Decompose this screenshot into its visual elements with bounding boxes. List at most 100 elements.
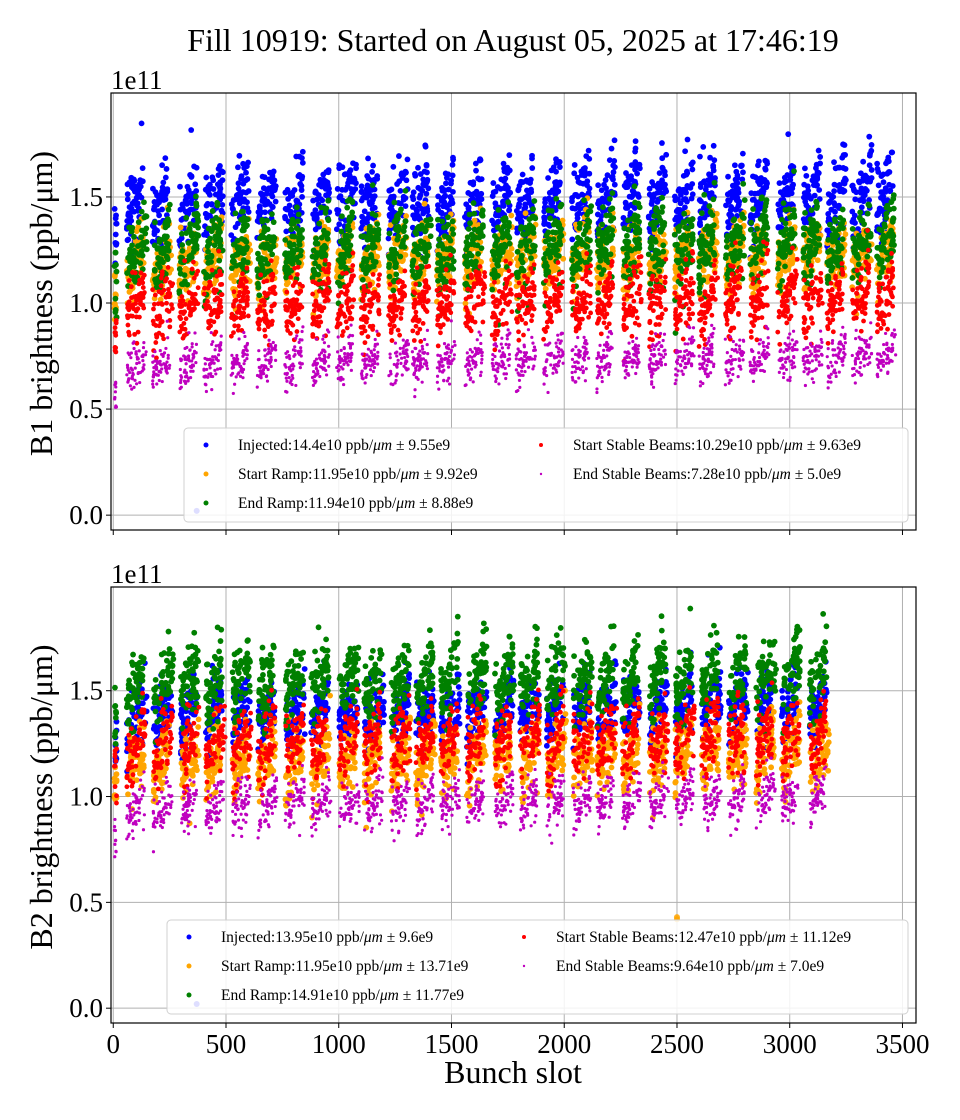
data-point bbox=[402, 187, 409, 194]
data-point bbox=[672, 284, 679, 291]
data-point bbox=[411, 215, 418, 222]
data-point bbox=[283, 206, 290, 213]
data-point bbox=[337, 193, 344, 200]
data-point bbox=[574, 234, 581, 241]
data-point bbox=[752, 235, 759, 242]
data-point bbox=[179, 247, 186, 254]
data-point bbox=[143, 246, 150, 253]
data-point bbox=[112, 240, 119, 246]
data-point bbox=[860, 158, 867, 165]
data-point bbox=[677, 188, 684, 195]
data-point bbox=[831, 159, 837, 166]
data-point bbox=[136, 181, 142, 188]
data-point bbox=[159, 162, 166, 169]
data-point bbox=[500, 160, 507, 167]
data-point bbox=[184, 281, 191, 288]
data-point bbox=[390, 287, 397, 294]
data-point bbox=[832, 228, 839, 235]
data-point bbox=[681, 219, 688, 225]
data-point bbox=[682, 148, 689, 155]
data-point bbox=[137, 177, 144, 184]
data-point bbox=[816, 235, 822, 242]
data-point bbox=[635, 200, 642, 207]
data-point bbox=[478, 245, 485, 252]
data-point bbox=[609, 190, 616, 196]
data-point bbox=[570, 270, 576, 277]
figure-title: Fill 10919: Started on August 05, 2025 a… bbox=[187, 22, 839, 58]
data-point bbox=[569, 205, 576, 212]
data-point bbox=[842, 166, 849, 172]
data-point bbox=[697, 181, 704, 187]
data-point bbox=[832, 165, 839, 172]
data-point bbox=[595, 289, 601, 296]
data-point bbox=[505, 249, 512, 256]
data-point bbox=[494, 236, 500, 242]
data-point bbox=[611, 164, 618, 171]
data-point bbox=[681, 210, 688, 217]
data-point bbox=[438, 241, 445, 248]
data-point bbox=[530, 206, 536, 213]
data-point bbox=[525, 194, 532, 201]
data-point bbox=[195, 232, 201, 239]
data-point bbox=[270, 168, 277, 175]
data-point bbox=[217, 179, 224, 186]
data-point bbox=[608, 236, 614, 243]
data-point bbox=[475, 250, 482, 257]
data-point bbox=[837, 214, 844, 221]
data-point bbox=[112, 249, 119, 256]
data-point bbox=[831, 181, 838, 188]
data-point bbox=[219, 201, 226, 208]
data-point bbox=[733, 168, 740, 175]
data-point bbox=[439, 218, 446, 225]
data-point bbox=[801, 181, 808, 188]
data-point bbox=[850, 235, 857, 242]
data-point bbox=[606, 157, 613, 164]
data-point bbox=[374, 175, 381, 182]
data-point bbox=[801, 231, 807, 238]
data-point bbox=[674, 241, 681, 248]
data-point bbox=[831, 216, 838, 223]
data-point bbox=[556, 238, 563, 245]
data-point bbox=[450, 154, 456, 161]
data-point bbox=[787, 214, 794, 221]
data-point bbox=[159, 195, 165, 201]
data-point bbox=[731, 162, 738, 169]
data-point bbox=[472, 160, 479, 167]
data-point bbox=[422, 258, 429, 265]
data-point bbox=[162, 222, 169, 229]
data-point bbox=[283, 274, 290, 281]
data-point bbox=[298, 247, 304, 254]
data-point bbox=[588, 203, 595, 210]
data-point bbox=[294, 204, 300, 211]
data-point bbox=[124, 191, 131, 198]
data-point bbox=[874, 165, 881, 172]
data-point bbox=[492, 200, 499, 207]
data-point bbox=[808, 252, 814, 259]
data-point bbox=[710, 142, 717, 149]
data-point bbox=[323, 192, 329, 199]
data-point bbox=[125, 210, 132, 217]
data-point bbox=[208, 259, 214, 265]
data-point bbox=[229, 272, 236, 279]
data-point bbox=[208, 201, 215, 207]
data-point bbox=[289, 251, 296, 258]
data-point bbox=[339, 254, 346, 260]
data-point bbox=[528, 189, 535, 196]
data-point bbox=[620, 273, 627, 280]
data-point bbox=[124, 196, 131, 203]
data-point bbox=[296, 235, 302, 242]
data-point bbox=[298, 187, 305, 193]
data-point bbox=[761, 207, 768, 214]
data-point bbox=[468, 241, 475, 248]
data-point bbox=[152, 219, 158, 226]
data-point bbox=[663, 151, 670, 158]
data-point bbox=[707, 209, 714, 215]
data-point bbox=[729, 182, 736, 189]
data-point bbox=[264, 187, 271, 194]
data-point bbox=[735, 203, 742, 209]
data-point bbox=[813, 204, 820, 210]
data-point bbox=[739, 150, 746, 157]
data-point bbox=[236, 152, 243, 159]
data-point bbox=[851, 249, 858, 256]
data-point bbox=[417, 171, 424, 177]
